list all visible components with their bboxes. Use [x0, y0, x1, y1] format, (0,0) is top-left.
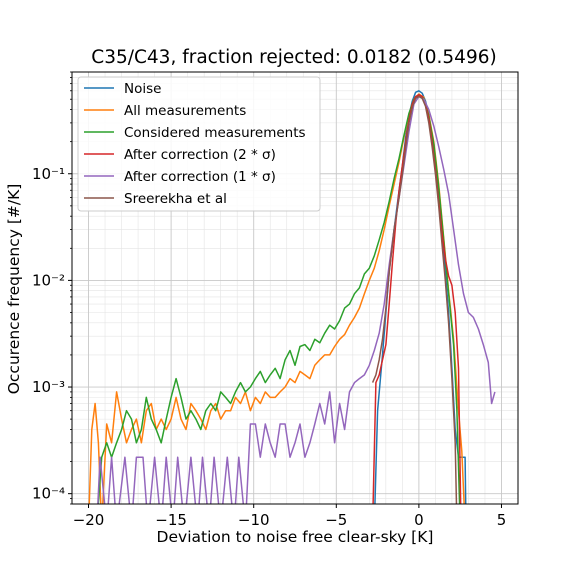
x-tick-label: −5 — [325, 511, 347, 529]
legend-label: Considered measurements — [124, 125, 306, 141]
legend-label: Noise — [124, 81, 161, 97]
chart-title: C35/C43, fraction rejected: 0.0182 (0.54… — [91, 47, 496, 68]
legend-label: After correction (2 * σ) — [124, 147, 276, 163]
x-tick-label: −10 — [238, 511, 270, 529]
legend-box — [77, 76, 321, 212]
x-axis-ticks: −20 −15 −10 −5 0 5 — [73, 504, 507, 529]
plot-frame — [71, 71, 519, 505]
y-tick-label: 10⁻² — [32, 271, 65, 289]
series-line-1 — [374, 90, 467, 504]
series-line-6 — [371, 95, 458, 504]
series-line-3 — [97, 94, 461, 504]
series-line-4 — [372, 94, 462, 504]
y-axis-ticks: 10⁻⁴ 10⁻³ 10⁻² 10⁻¹ — [32, 71, 72, 505]
legend-label: Sreerekha et al — [124, 191, 227, 207]
x-tick-label: −20 — [73, 511, 105, 529]
y-tick-label: 10⁻³ — [32, 378, 65, 396]
y-tick-label: 10⁻⁴ — [32, 485, 65, 503]
series-layer — [88, 90, 496, 504]
y-axis-label: Occurence frequency [#/K] — [5, 184, 23, 395]
x-tick-label: 5 — [497, 511, 507, 529]
x-tick-label: −15 — [155, 511, 187, 529]
series-line-5 — [97, 95, 496, 504]
y-tick-label: 10⁻¹ — [32, 165, 65, 183]
legend: Noise All measurements Considered measurem… — [77, 76, 321, 212]
x-tick-label: 0 — [414, 511, 424, 529]
x-axis-label: Deviation to noise free clear-sky [K] — [157, 528, 434, 546]
legend-label: All measurements — [124, 103, 246, 119]
legend-label: After correction (1 * σ) — [124, 169, 276, 185]
